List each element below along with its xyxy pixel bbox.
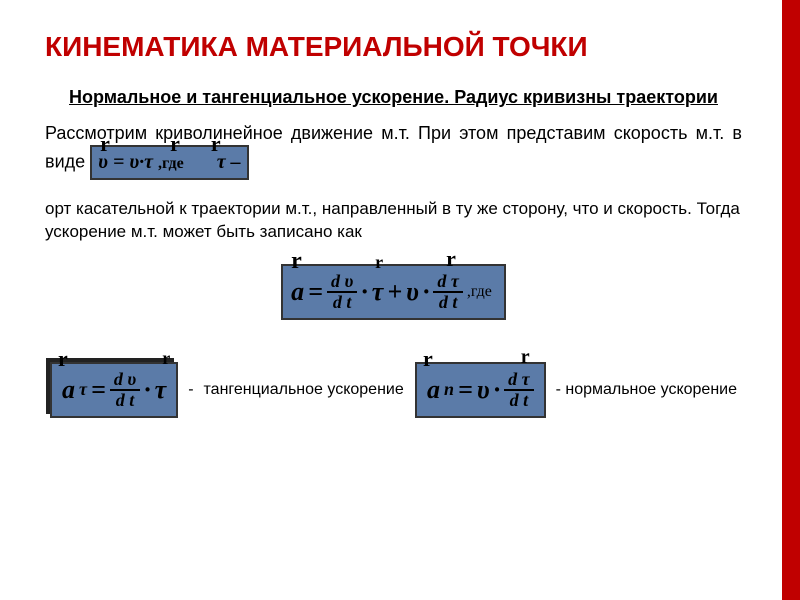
dot: · — [361, 277, 368, 307]
term1-num: d υ — [327, 272, 357, 293]
t-tau: τ — [155, 375, 167, 405]
tangential-formula: r a τ = d υ d t · r τ — [50, 362, 178, 418]
where-label-2: ,где — [467, 283, 492, 301]
eq: = — [308, 277, 323, 307]
vec-marker: r — [375, 252, 383, 273]
vec-marker: r — [446, 246, 456, 272]
section-subtitle: Нормальное и тангенциальное ускорение. Р… — [45, 86, 742, 109]
term2-den: d t — [435, 293, 462, 312]
vec-marker: r — [423, 346, 433, 372]
vec-marker: r — [170, 129, 180, 159]
t-den: d t — [112, 391, 139, 410]
page-title: КИНЕМАТИКА МАТЕРИАЛЬНОЙ ТОЧКИ — [45, 30, 742, 64]
paragraph-1: Рассмотрим криволинейное движение м.т. П… — [45, 121, 742, 180]
n-num: d τ — [504, 370, 534, 391]
n-sub: n — [444, 379, 454, 400]
n-v: υ — [477, 375, 490, 405]
vec-marker: r — [100, 129, 110, 159]
paragraph-2: орт касательной к траектории м.т., напра… — [45, 198, 742, 244]
n-dot: · — [494, 375, 501, 405]
t-num: d υ — [110, 370, 140, 391]
tau: τ — [372, 277, 384, 307]
t-eq: = — [91, 375, 106, 405]
term2-num: d τ — [433, 272, 463, 293]
n-lhs: a — [427, 375, 440, 405]
plus: + — [387, 277, 402, 307]
vec-marker: r — [211, 129, 221, 159]
t-sub: τ — [79, 379, 87, 400]
normal-group: r a n = υ · d τ d t r - нормальное ускор… — [415, 362, 737, 418]
t-lhs: a — [62, 375, 75, 405]
vec-marker: r — [162, 348, 170, 369]
n-den: d t — [506, 391, 533, 410]
dot2: · — [423, 277, 430, 307]
bottom-row: r a τ = d υ d t · r τ - тангенциальное у… — [45, 362, 742, 418]
t-dot: · — [144, 375, 151, 405]
v: υ — [406, 277, 419, 307]
tangential-label: тангенциальное ускорение — [204, 380, 404, 399]
lhs: a — [291, 277, 304, 307]
vec-marker: r — [291, 248, 302, 275]
normal-label: - нормальное ускорение — [556, 380, 737, 399]
acceleration-formula: r a = d υ d t r · τ + υ · d τ d t r ,где — [281, 264, 506, 320]
velocity-formula: r r υ = υ·τ ,где τ – r — [90, 145, 248, 180]
tangential-group: r a τ = d υ d t · r τ - тангенциальное у… — [50, 362, 404, 418]
vec-marker: r — [58, 346, 68, 372]
term1-den: d t — [329, 293, 356, 312]
normal-formula: r a n = υ · d τ d t r — [415, 362, 546, 418]
vec-marker: r — [521, 346, 530, 369]
n-eq: = — [458, 375, 473, 405]
main-formula-row: r a = d υ d t r · τ + υ · d τ d t r ,где — [45, 264, 742, 320]
dash: - — [188, 381, 193, 399]
